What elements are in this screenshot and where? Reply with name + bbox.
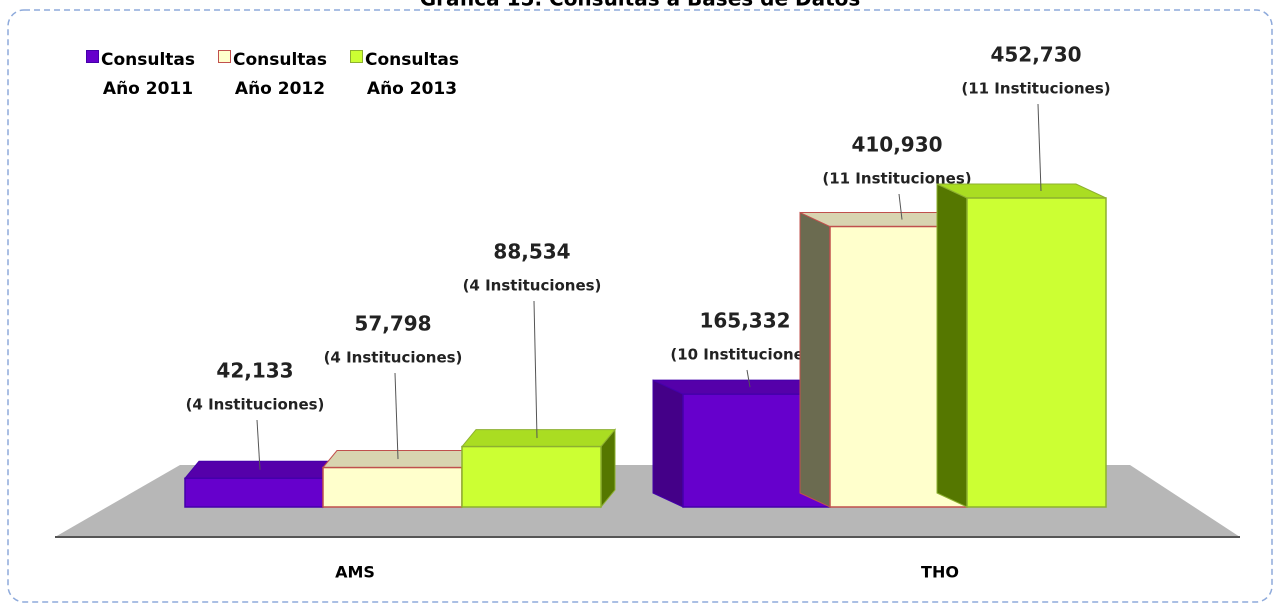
bar-top xyxy=(183,460,339,479)
value-label: 452,730 xyxy=(990,43,1081,67)
value-label: 42,133 xyxy=(216,359,293,383)
value-label: 57,798 xyxy=(354,312,431,336)
legend-label: Consultas Año 2011 xyxy=(100,50,196,99)
bar xyxy=(184,477,324,508)
bar-side xyxy=(936,183,968,508)
bar-side xyxy=(799,211,831,508)
note-label: (4 Instituciones) xyxy=(186,396,325,414)
frame xyxy=(7,9,1273,603)
legend-label: Consultas Año 2012 xyxy=(232,50,328,99)
note-label: (11 Instituciones) xyxy=(822,170,971,188)
bar-top xyxy=(936,183,1107,199)
value-label: 165,332 xyxy=(699,309,790,333)
legend-item: Consultas Año 2013 xyxy=(350,46,472,104)
bar-side xyxy=(652,379,684,508)
value-label: 88,534 xyxy=(493,240,570,264)
leader-line xyxy=(1037,103,1042,192)
legend-swatch xyxy=(86,50,99,63)
legend-item: Consultas Año 2012 xyxy=(218,46,340,104)
note-label: (4 Instituciones) xyxy=(463,277,602,295)
legend-label: Consultas Año 2013 xyxy=(364,50,460,99)
chart-title: Gráfica 15. Consultas a Bases de Datos xyxy=(420,0,861,11)
value-label: 410,930 xyxy=(851,133,942,157)
bar xyxy=(966,197,1107,508)
leader-line xyxy=(256,419,261,470)
bar xyxy=(461,445,602,508)
bar xyxy=(322,466,463,508)
leader-line xyxy=(394,372,399,460)
bar-top xyxy=(460,429,617,448)
legend-swatch xyxy=(218,50,231,63)
note-label: (10 Instituciones) xyxy=(670,346,819,364)
leader-line xyxy=(746,369,751,388)
note-label: (11 Instituciones) xyxy=(961,80,1110,98)
legend-swatch xyxy=(350,50,363,63)
note-label: (4 Instituciones) xyxy=(324,349,463,367)
legend-item: Consultas Año 2011 xyxy=(86,46,208,104)
x-tick-label: THO xyxy=(921,563,959,582)
leader-line xyxy=(533,300,538,439)
x-tick-label: AMS xyxy=(335,563,375,582)
leader-line xyxy=(898,193,903,220)
bar-top xyxy=(321,450,478,469)
legend: Consultas Año 2011 Consultas Año 2012 Cons… xyxy=(86,46,482,104)
